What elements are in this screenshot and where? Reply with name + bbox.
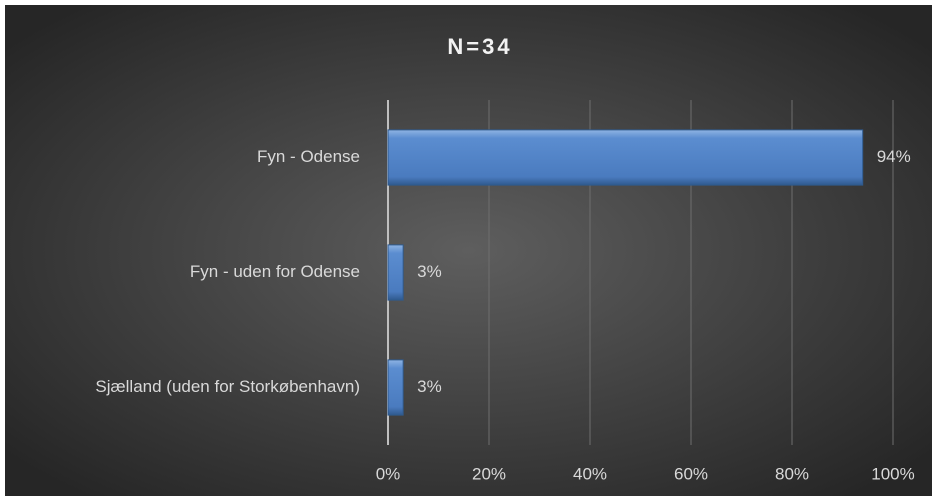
y-tick-label: Fyn - Odense [257, 147, 360, 166]
data-label: 3% [417, 377, 442, 396]
x-tick-label: 0% [376, 464, 401, 483]
x-tick-label: 20% [472, 464, 506, 483]
bar [387, 359, 404, 416]
bar [387, 244, 404, 301]
x-tick-label: 80% [775, 464, 809, 483]
data-label: 94% [877, 147, 911, 166]
x-tick-label: 100% [871, 464, 914, 483]
data-label: 3% [417, 262, 442, 281]
y-tick-label: Sjælland (uden for Storkøbenhavn) [95, 377, 360, 396]
background [5, 5, 932, 496]
x-tick-label: 40% [573, 464, 607, 483]
chart-title: N=34 [447, 34, 512, 59]
bar [387, 129, 864, 186]
y-tick-label: Fyn - uden for Odense [190, 262, 360, 281]
x-tick-label: 60% [674, 464, 708, 483]
